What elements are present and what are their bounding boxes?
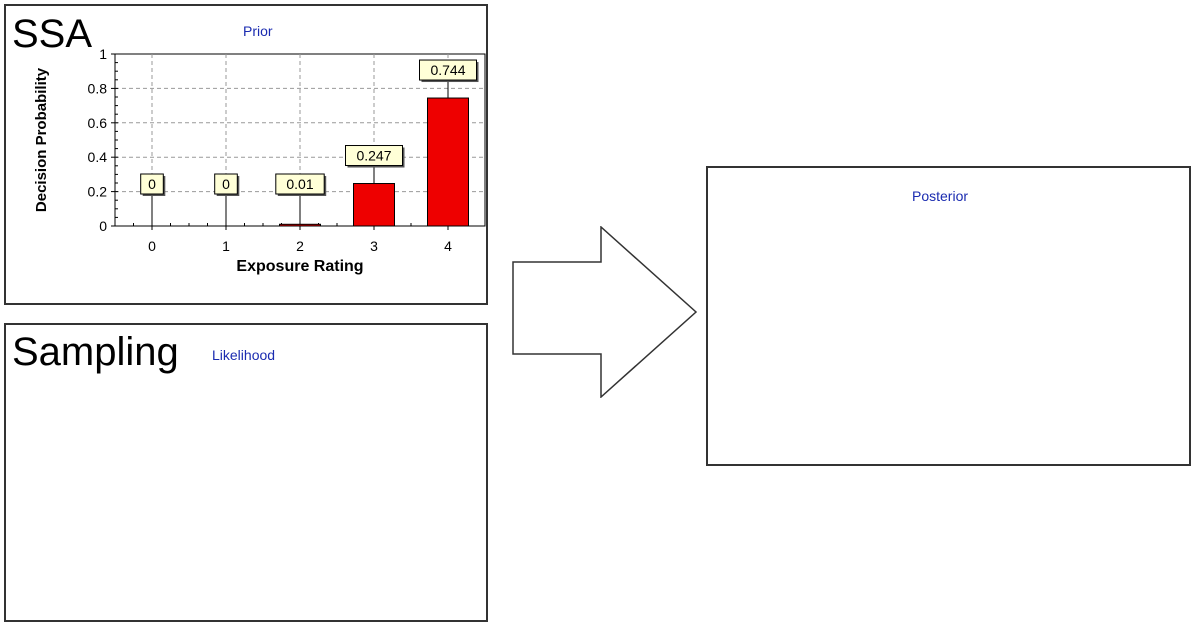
data-label: 0.247 bbox=[356, 148, 391, 164]
x-tick-label: 3 bbox=[370, 238, 378, 254]
data-label: 0 bbox=[148, 176, 156, 192]
x-tick-label: 4 bbox=[444, 238, 452, 254]
x-axis-title: Exposure Rating bbox=[236, 258, 363, 275]
bar bbox=[353, 183, 395, 227]
y-tick-label: 1 bbox=[99, 46, 107, 62]
prior-chart-panel: 0 0.2 0.4 0.6 0.8 1 0 1 2 3 4 0 0 0.01 0.247 0.744 Expos… bbox=[4, 4, 488, 305]
callout-box bbox=[275, 173, 325, 195]
bar bbox=[279, 223, 321, 227]
callout-box bbox=[140, 173, 164, 195]
x-tick-label: 1 bbox=[222, 238, 230, 254]
likelihood-chart-title: Likelihood bbox=[212, 347, 276, 363]
bar bbox=[427, 97, 469, 227]
x-tick-label: 0 bbox=[148, 238, 156, 254]
prior-chart-title: Prior bbox=[243, 23, 273, 39]
y-axis-title: Decision Probability bbox=[33, 67, 50, 212]
y-tick-label: 0.2 bbox=[88, 184, 108, 200]
data-label: 0 bbox=[222, 176, 230, 192]
prior-heading: SSA bbox=[12, 12, 93, 56]
likelihood-chart-panel: 00.20.40.60.8101234000.0460.50.454Exposu… bbox=[4, 323, 488, 622]
posterior-chart: 00.20.40.60.8101234000.0010.2670.732Expo… bbox=[708, 168, 1189, 464]
right-arrow-icon bbox=[512, 226, 698, 398]
prior-chart: 0 0.2 0.4 0.6 0.8 1 0 1 2 3 4 0 0 0.01 0.247 0.744 Expos… bbox=[33, 46, 486, 275]
likelihood-heading: Sampling bbox=[12, 330, 179, 374]
posterior-chart-title: Posterior bbox=[912, 188, 969, 204]
x-tick-label: 2 bbox=[296, 238, 304, 254]
y-tick-label: 0 bbox=[99, 218, 107, 234]
callout-box bbox=[419, 59, 477, 81]
y-tick-label: 0.4 bbox=[88, 149, 108, 165]
data-label: 0.744 bbox=[430, 62, 465, 78]
posterior-chart-panel: 00.20.40.60.8101234000.0010.2670.732Expo… bbox=[706, 166, 1191, 466]
y-tick-label: 0.6 bbox=[88, 115, 108, 131]
callout-box bbox=[214, 173, 238, 195]
data-label: 0.01 bbox=[286, 176, 313, 192]
callout-box bbox=[345, 145, 403, 167]
y-tick-label: 0.8 bbox=[88, 80, 108, 96]
